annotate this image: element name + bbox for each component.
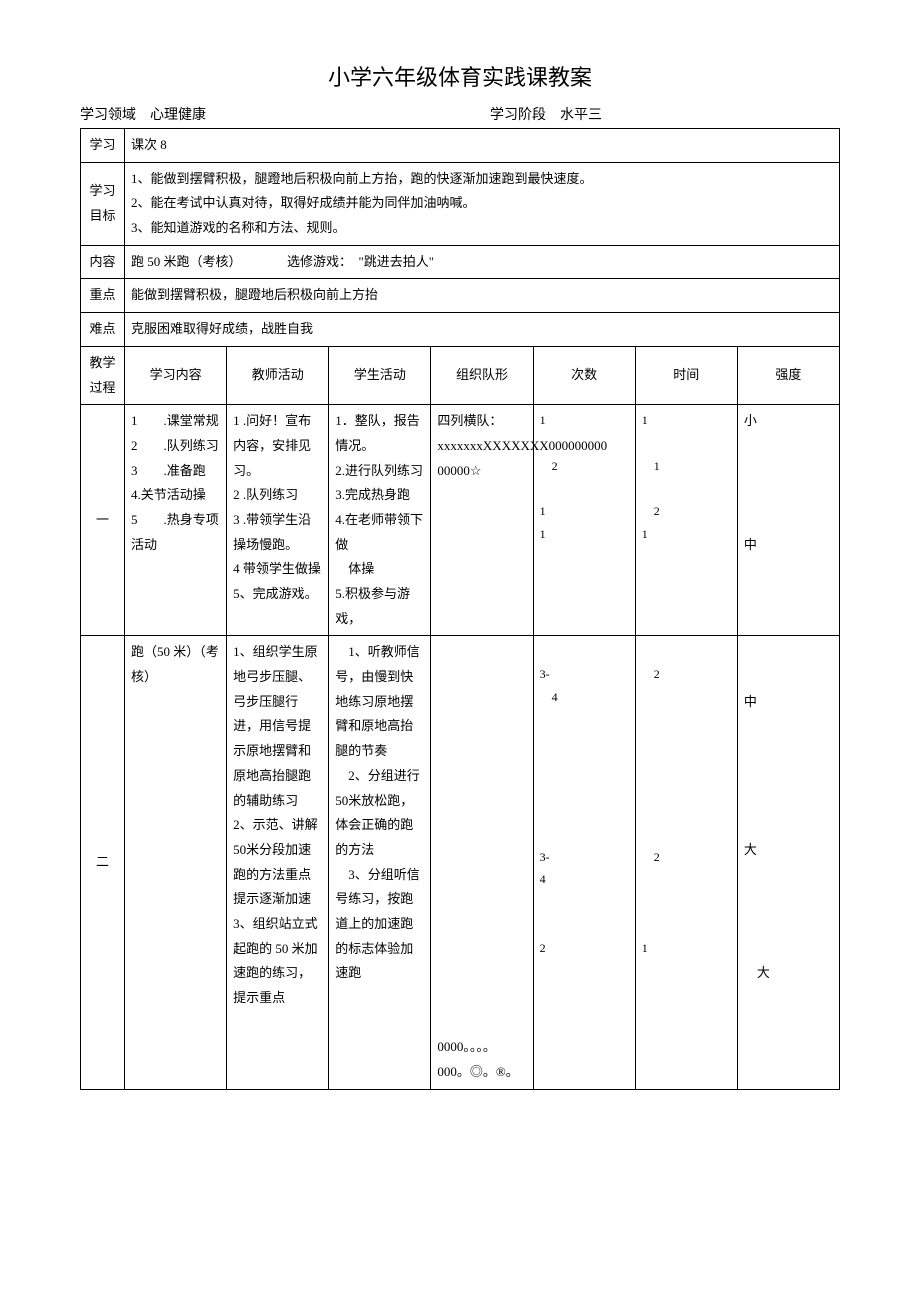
col-intensity: 强度 (737, 346, 839, 404)
objectives-row: 学习目标 1、能做到摆臂积极，腿蹬地后积极向前上方抬，跑的快逐渐加速跑到最快速度… (81, 162, 840, 245)
col-formation: 组织队形 (431, 346, 533, 404)
objectives-text: 1、能做到摆臂积极，腿蹬地后积极向前上方抬，跑的快逐渐加速跑到最快速度。 2、能… (125, 162, 840, 245)
difficulty-label: 难点 (81, 313, 125, 347)
s1-teacher: 1 .问好！宣布内容，安排见习。 2 .队列练习 3 .带领学生沿操场慢跑。 4… (227, 405, 329, 636)
lesson-value: 课次 8 (125, 129, 840, 163)
objectives-label: 学习目标 (81, 162, 125, 245)
field2-value: 水平三 (560, 104, 602, 124)
col-time: 时间 (635, 346, 737, 404)
keypoint-label: 重点 (81, 279, 125, 313)
s1-phase: 一 (81, 405, 125, 636)
content-row: 内容 跑 50 米跑（考核） 选修游戏： "跳进去拍人" (81, 245, 840, 279)
s2-teacher: 1、组织学生原地弓步压腿、弓步压腿行进，用信号提示原地摆臂和原地高抬腿跑的辅助练… (227, 636, 329, 1089)
col-student: 学生活动 (329, 346, 431, 404)
s2-content: 跑（50 米）（考核） (125, 636, 227, 1089)
field1-label: 学习领域 (80, 104, 150, 124)
s1-content: 1 .课堂常规 2 .队列练习 3 .准备跑 4.关节活动操 5 .热身专项活动 (125, 405, 227, 636)
col-content: 学习内容 (125, 346, 227, 404)
s1-student: 1．整队，报告情况。 2.进行队列练习 3.完成热身跑 4.在老师带领下做 体操… (329, 405, 431, 636)
field2-label: 学习阶段 (490, 104, 560, 124)
lesson-plan-table: 学习 课次 8 学习目标 1、能做到摆臂积极，腿蹬地后积极向前上方抬，跑的快逐渐… (80, 128, 840, 1090)
s2-time: 2 2 1 (635, 636, 737, 1089)
s2-intensity: 中 大 大 (737, 636, 839, 1089)
column-headers: 教学过程 学习内容 教师活动 学生活动 组织队形 次数 时间 强度 (81, 346, 840, 404)
col-phase: 教学过程 (81, 346, 125, 404)
section-2: 二 跑（50 米）（考核） 1、组织学生原地弓步压腿、弓步压腿行进，用信号提示原… (81, 636, 840, 1089)
difficulty-row: 难点 克服困难取得好成绩，战胜自我 (81, 313, 840, 347)
s2-count: 3- 4 3- 4 2 (533, 636, 635, 1089)
difficulty-text: 克服困难取得好成绩，战胜自我 (125, 313, 840, 347)
lesson-label: 学习 (81, 129, 125, 163)
keypoint-row: 重点 能做到摆臂积极，腿蹬地后积极向前上方抬 (81, 279, 840, 313)
s1-time: 1 1 2 1 (635, 405, 737, 636)
s1-formation: 四列横队： xxxxxxxXXXXXXX000000000 00000☆ (431, 405, 533, 636)
field1-value: 心理健康 (150, 104, 490, 124)
s2-student: 1、听教师信号，由慢到快地练习原地摆臂和原地高抬腿的节奏 2、分组进行 50米放… (329, 636, 431, 1089)
keypoint-text: 能做到摆臂积极，腿蹬地后积极向前上方抬 (125, 279, 840, 313)
s1-intensity: 小 中 (737, 405, 839, 636)
content-text: 跑 50 米跑（考核） 选修游戏： "跳进去拍人" (125, 245, 840, 279)
lesson-row: 学习 课次 8 (81, 129, 840, 163)
content-label: 内容 (81, 245, 125, 279)
col-count: 次数 (533, 346, 635, 404)
s2-phase: 二 (81, 636, 125, 1089)
s2-formation: 0000。。。。 000。◎。®。 (431, 636, 533, 1089)
section-1: 一 1 .课堂常规 2 .队列练习 3 .准备跑 4.关节活动操 5 .热身专项… (81, 405, 840, 636)
header-row: 学习领域 心理健康 学习阶段 水平三 (80, 104, 840, 124)
col-teacher: 教师活动 (227, 346, 329, 404)
page-title: 小学六年级体育实践课教案 (80, 60, 840, 92)
